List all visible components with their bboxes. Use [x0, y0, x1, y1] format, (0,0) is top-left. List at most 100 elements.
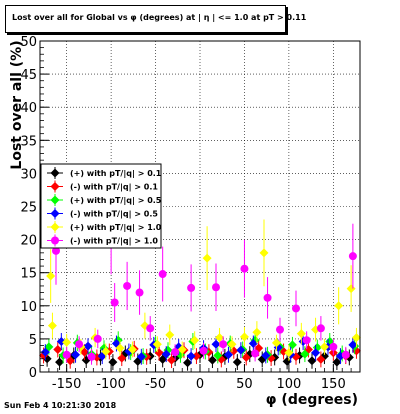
legend-entry: (-) with pT/|q| > 0.1 [70, 183, 158, 192]
data-point [292, 304, 300, 313]
data-point [307, 356, 317, 366]
data-point [236, 345, 246, 355]
timestamp-footer: Sun Feb 4 10:21:30 2018 [4, 401, 117, 410]
y-tick-label: 20 [20, 234, 37, 249]
y-tick-label: 0 [29, 366, 37, 381]
data-point [351, 333, 361, 343]
data-point [52, 246, 60, 255]
data-point [207, 355, 217, 365]
data-point [319, 342, 329, 352]
data-point [53, 344, 63, 354]
data-point [186, 351, 196, 361]
x-tick-label: 50 [236, 377, 253, 392]
x-tick-label: 150 [321, 377, 346, 392]
legend-marker [50, 168, 60, 178]
x-tick-label: -50 [145, 377, 166, 392]
data-point [110, 298, 119, 307]
data-point [284, 348, 294, 358]
legend-box [40, 163, 162, 249]
data-point [240, 264, 249, 273]
legend-entry: (-) with pT/|q| > 0.5 [70, 210, 158, 219]
legend: (+) with pT/|q| > 0.1 (-) with pT/|q| > 0… [40, 163, 162, 249]
data-point [248, 339, 258, 349]
x-tick-label: 100 [276, 377, 301, 392]
series-4 [46, 219, 361, 361]
y-tick-label: 15 [20, 267, 37, 282]
data-point [252, 327, 262, 337]
data-point [302, 336, 311, 345]
x-tick-label: -100 [96, 377, 126, 392]
data-point [276, 325, 284, 334]
data-point [202, 253, 212, 263]
data-point [62, 350, 71, 359]
data-point [259, 248, 269, 258]
data-point [158, 270, 167, 279]
legend-marker [50, 195, 60, 205]
data-point [215, 333, 225, 343]
y-tick-label: 45 [20, 68, 37, 83]
data-point [348, 340, 358, 350]
data-point [213, 350, 223, 360]
data-point [261, 350, 271, 360]
data-point [187, 283, 196, 292]
legend-marker [50, 182, 60, 191]
axes: -150 -100 -50 0 50 100 150 0 5 10 15 20 25 30 35 40 45 50 [20, 35, 361, 392]
data-point [241, 352, 251, 362]
y-tick-label: 35 [20, 134, 37, 149]
data-point [127, 344, 137, 354]
y-tick-label: 25 [20, 201, 37, 216]
data-point [316, 354, 326, 364]
data-point [211, 339, 221, 349]
data-point [271, 338, 281, 348]
data-point [47, 321, 57, 331]
y-tick-label: 10 [20, 300, 37, 315]
legend-entry: (-) with pT/|q| > 1.0 [70, 237, 158, 246]
data-point [93, 334, 102, 343]
data-point [152, 339, 162, 349]
data-point [115, 343, 125, 353]
data-point [71, 350, 81, 360]
x-axis-label: φ (degrees) [266, 392, 358, 408]
data-point [171, 348, 180, 357]
data-point [75, 340, 84, 349]
y-axis-label: Lost over all (%) [9, 40, 25, 169]
data-point [341, 350, 350, 359]
data-point [135, 288, 144, 297]
legend-entry: (+) with pT/|q| > 1.0 [70, 223, 162, 232]
data-point [199, 346, 208, 355]
data-point [101, 346, 111, 356]
data-point [55, 357, 65, 367]
y-tick-label: 40 [20, 101, 37, 116]
data-point [254, 343, 264, 353]
data-point [177, 344, 187, 354]
legend-marker [50, 209, 60, 218]
legend-marker [51, 236, 59, 245]
chart-title: Lost over all for Global vs φ (degrees) … [12, 13, 307, 22]
data-point [161, 349, 171, 359]
series-layer [39, 198, 361, 371]
y-tick-label: 50 [20, 35, 37, 50]
y-tick-label: 30 [20, 167, 37, 182]
data-point [329, 342, 338, 351]
data-point [296, 329, 306, 339]
data-point [40, 347, 50, 357]
data-point [239, 332, 249, 342]
data-point [136, 352, 146, 362]
y-tick-label: 5 [29, 333, 37, 348]
data-point [167, 355, 177, 365]
data-point [263, 293, 272, 302]
data-point [223, 350, 233, 360]
data-point [191, 351, 201, 361]
data-point [300, 349, 310, 359]
data-point [232, 357, 242, 367]
legend-marker [50, 222, 60, 232]
data-point [165, 330, 175, 340]
data-point [316, 324, 325, 333]
data-point [46, 271, 56, 281]
data-point [251, 349, 260, 358]
data-point [146, 324, 155, 333]
data-point [332, 357, 342, 367]
data-point [219, 340, 228, 349]
data-point [212, 283, 220, 292]
